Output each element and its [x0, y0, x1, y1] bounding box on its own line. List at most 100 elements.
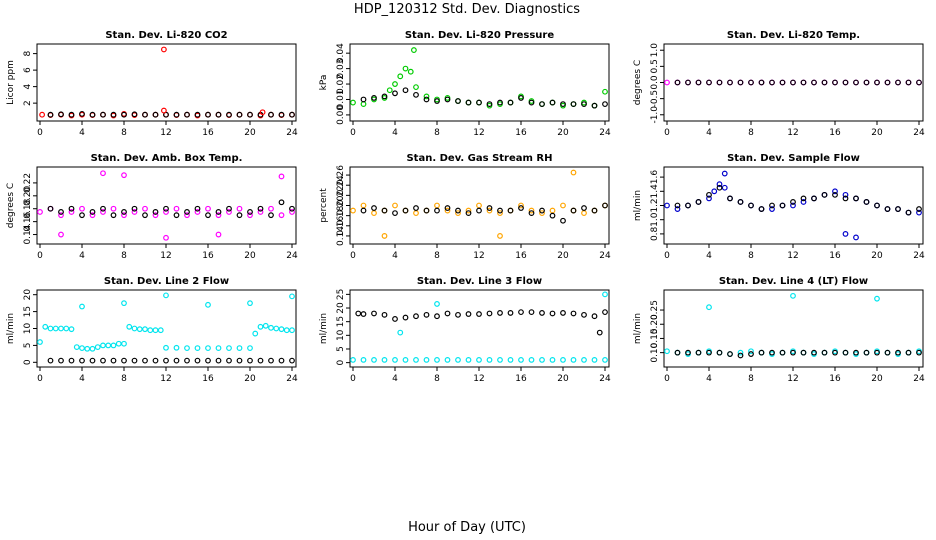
- data-point: [706, 195, 712, 202]
- data-point: [142, 212, 148, 219]
- data-point: [163, 205, 169, 212]
- x-tick-label: 12: [473, 251, 484, 261]
- data-point: [205, 301, 211, 308]
- y-tick-label: 15: [336, 316, 346, 327]
- data-point: [695, 79, 702, 86]
- data-point: [273, 325, 280, 332]
- data-point: [528, 99, 535, 106]
- data-point: [226, 357, 232, 364]
- data-point: [402, 314, 409, 321]
- data-point: [392, 357, 398, 363]
- series-outliers: [721, 170, 859, 241]
- data-point: [402, 357, 409, 363]
- data-point: [215, 345, 222, 352]
- data-point: [497, 99, 503, 106]
- data-point: [853, 195, 859, 202]
- data-point: [821, 191, 828, 198]
- data-point: [465, 357, 472, 363]
- y-tick-label: -1.0: [650, 106, 660, 124]
- x-tick-label: 12: [160, 128, 171, 138]
- x-tick-label: 20: [244, 251, 256, 261]
- data-point: [811, 195, 817, 202]
- data-point: [486, 205, 493, 211]
- data-point: [392, 90, 398, 97]
- data-point: [916, 79, 922, 86]
- y-tick-label: -0.5: [650, 90, 660, 108]
- data-point: [278, 357, 285, 364]
- data-point: [685, 349, 691, 356]
- x-tick-label: 12: [787, 128, 798, 138]
- data-point: [602, 309, 608, 316]
- data-point: [706, 79, 712, 86]
- y-tick-label: 0.10: [650, 342, 660, 362]
- y-tick-label: 20: [336, 302, 346, 314]
- panel-title: Stan. Dev. Line 4 (LT) Flow: [719, 276, 868, 287]
- data-point: [674, 206, 681, 212]
- data-point: [58, 357, 64, 364]
- data-point: [84, 345, 91, 352]
- data-point: [47, 111, 54, 118]
- data-point: [371, 205, 377, 211]
- x-tick-label: 24: [913, 251, 925, 261]
- x-tick-label: 24: [913, 128, 925, 138]
- data-point: [518, 95, 524, 101]
- data-point: [434, 98, 440, 104]
- data-point: [173, 205, 180, 212]
- data-point: [100, 205, 106, 212]
- data-point: [157, 327, 164, 334]
- data-point: [278, 111, 285, 118]
- data-point: [68, 111, 75, 118]
- data-point: [257, 209, 264, 215]
- data-point: [152, 327, 159, 334]
- data-point: [289, 209, 295, 215]
- x-tick-label: 4: [79, 374, 85, 384]
- data-point: [360, 311, 367, 317]
- y-tick-label: 1.0: [650, 212, 660, 227]
- data-point: [434, 301, 440, 307]
- data-point: [664, 202, 670, 209]
- data-point: [110, 212, 117, 219]
- y-tick-label: 0.26: [336, 165, 346, 185]
- data-point: [674, 202, 681, 209]
- data-point: [895, 79, 901, 86]
- data-point: [194, 111, 201, 118]
- data-point: [476, 311, 482, 317]
- y-tick-label: 1.2: [650, 198, 660, 212]
- data-point: [278, 212, 285, 219]
- data-point: [769, 79, 775, 86]
- y-axis-label: ml/min: [6, 313, 16, 344]
- data-point: [110, 342, 117, 349]
- y-tick-label: 25: [336, 289, 346, 300]
- data-point: [800, 349, 807, 356]
- series-hourly: [674, 79, 922, 86]
- data-point: [79, 357, 85, 364]
- y-tick-label: 15: [23, 306, 33, 317]
- data-point: [811, 349, 817, 356]
- data-point: [215, 357, 222, 364]
- data-point: [444, 96, 451, 103]
- x-tick-label: 16: [515, 374, 527, 384]
- data-point: [89, 345, 96, 352]
- data-point: [842, 79, 849, 86]
- data-point: [131, 205, 138, 212]
- data-point: [476, 357, 482, 363]
- data-point: [247, 357, 253, 364]
- data-point: [100, 209, 106, 215]
- data-point: [706, 349, 712, 356]
- data-point: [58, 231, 64, 238]
- x-tick-label: 0: [664, 128, 670, 138]
- x-tick-label: 0: [664, 374, 670, 384]
- data-point: [905, 79, 912, 86]
- data-point: [73, 344, 80, 350]
- data-point: [423, 357, 430, 363]
- y-tick-label: 0.22: [336, 185, 346, 205]
- data-point: [727, 195, 733, 202]
- data-point: [727, 351, 733, 357]
- x-tick-label: 24: [286, 374, 298, 384]
- y-tick-label: 0.22: [23, 173, 33, 193]
- data-point: [397, 73, 404, 80]
- series-outliers: [706, 292, 880, 311]
- y-tick-label: 0.14: [336, 226, 346, 246]
- x-tick-label: 0: [350, 374, 356, 384]
- data-point: [853, 349, 859, 356]
